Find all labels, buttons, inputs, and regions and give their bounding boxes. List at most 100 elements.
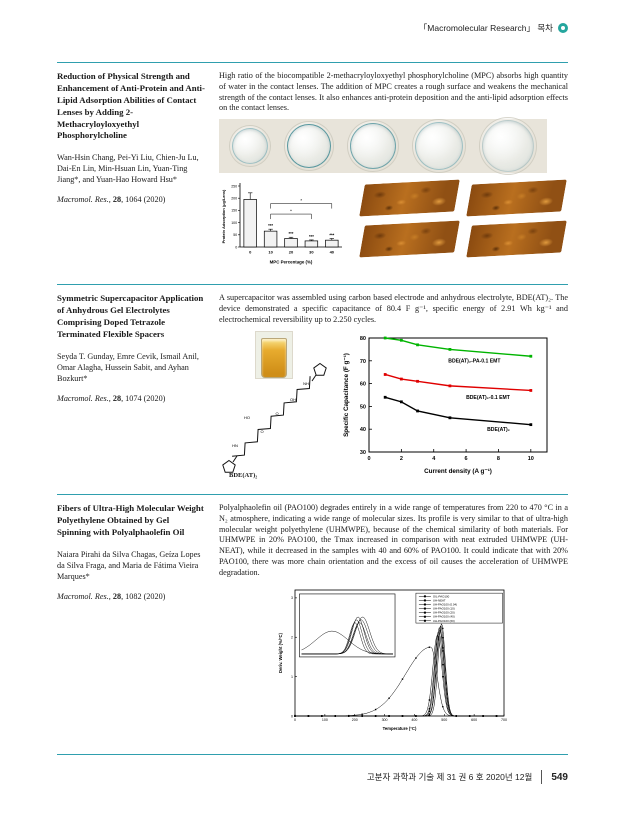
ring-icon bbox=[558, 23, 568, 33]
figure-dtg: 0 100 200 300 400 500 600 700 0 1 2 3 OIL-PAO100 UH-N… bbox=[219, 584, 568, 736]
svg-text:40: 40 bbox=[330, 250, 335, 255]
svg-text:30: 30 bbox=[309, 250, 314, 255]
svg-text:400: 400 bbox=[411, 718, 417, 722]
citation-journal: Macromol. Res., bbox=[57, 393, 111, 403]
structure-label: BDE(AT)₂ bbox=[229, 472, 258, 480]
article-1-meta: Reduction of Physical Strength and Enhan… bbox=[57, 71, 219, 284]
lens-photo bbox=[229, 126, 270, 167]
citation-pages: , 1074 (2020) bbox=[121, 393, 166, 403]
article-1-body: High ratio of the biocompatible 2-methac… bbox=[219, 71, 568, 284]
svg-text:Temperature (°C): Temperature (°C) bbox=[383, 726, 417, 731]
page-number: 549 bbox=[551, 771, 568, 783]
svg-text:0: 0 bbox=[235, 246, 237, 250]
svg-text:0: 0 bbox=[294, 718, 296, 722]
page-footer: 고분자 과학과 기술 제 31 권 6 호 2020년 12월 549 bbox=[57, 755, 568, 784]
svg-text:600: 600 bbox=[471, 718, 477, 722]
svg-text:500: 500 bbox=[441, 718, 447, 722]
article-entry-1: Reduction of Physical Strength and Enhan… bbox=[57, 62, 568, 284]
svg-text:UH-PAO100 (20): UH-PAO100 (20) bbox=[433, 610, 455, 614]
svg-text:1: 1 bbox=[291, 675, 293, 679]
afm-surface-image bbox=[466, 220, 567, 258]
svg-text:Protein Adsorption (μg/Lens): Protein Adsorption (μg/Lens) bbox=[221, 189, 226, 243]
lens-photo bbox=[347, 121, 398, 172]
svg-text:100: 100 bbox=[231, 221, 237, 225]
contact-lens bbox=[286, 124, 331, 169]
contact-lens bbox=[349, 123, 396, 170]
svg-text:BDE(AT)₂-0.1 EMT: BDE(AT)₂-0.1 EMT bbox=[466, 395, 511, 401]
svg-text:*: * bbox=[300, 198, 302, 203]
contact-lens bbox=[482, 120, 535, 173]
svg-text:8: 8 bbox=[497, 456, 500, 462]
svg-text:Current density (A g⁻¹): Current density (A g⁻¹) bbox=[424, 468, 492, 475]
article-citation: Macromol. Res., 28, 1074 (2020) bbox=[57, 394, 205, 403]
svg-text:3: 3 bbox=[291, 596, 293, 600]
svg-text:6: 6 bbox=[465, 456, 468, 462]
bottom-divider bbox=[57, 754, 568, 755]
svg-text:Specific Capacitance (F g⁻¹): Specific Capacitance (F g⁻¹) bbox=[343, 354, 350, 438]
svg-text:***: *** bbox=[289, 232, 294, 237]
article-3-meta: Fibers of Ultra-High Molecular Weight Po… bbox=[57, 503, 219, 754]
svg-text:OH: OH bbox=[290, 397, 296, 402]
protein-adsorption-bar-chart: 0 50 100 150 200 250 0 *** 10 *** 20 *** 30 *** 40 * * MP… bbox=[221, 183, 342, 265]
svg-text:O: O bbox=[275, 411, 278, 416]
svg-text:200: 200 bbox=[352, 718, 358, 722]
svg-text:2: 2 bbox=[400, 456, 403, 462]
svg-text:UH-PAO100 (10): UH-PAO100 (10) bbox=[433, 606, 455, 610]
article-title: Symmetric Supercapacitor Application of … bbox=[57, 293, 204, 339]
svg-text:***: *** bbox=[268, 224, 273, 229]
svg-text:60: 60 bbox=[360, 382, 366, 388]
svg-text:200: 200 bbox=[231, 197, 237, 201]
electrolyte-structure-panel: HO O OH O HN NH BDE(AT)₂ bbox=[219, 331, 339, 481]
specific-capacitance-line-chart: 0 2 4 6 8 10 30 40 50 60 70 80 BDE(AT)₂-PA-0.1 EMT BD… bbox=[343, 336, 548, 475]
contact-lens bbox=[231, 128, 268, 165]
chemical-structure-drawing: HO O OH O HN NH bbox=[222, 363, 327, 474]
article-citation: Macromol. Res., 28, 1082 (2020) bbox=[57, 592, 205, 601]
svg-text:10: 10 bbox=[528, 456, 534, 462]
citation-pages: , 1064 (2020) bbox=[121, 195, 166, 205]
svg-text:100: 100 bbox=[322, 718, 328, 722]
article-entry-2: Symmetric Supercapacitor Application of … bbox=[57, 284, 568, 494]
svg-text:MPC Percentage (%): MPC Percentage (%) bbox=[270, 260, 313, 265]
figure-supercapacitor: HO O OH O HN NH BDE(AT)₂ 0 2 4 6 8 10 30 40 50 60 70 80 B… bbox=[219, 331, 568, 481]
lens-photo bbox=[413, 120, 466, 173]
svg-text:***: *** bbox=[309, 234, 314, 239]
svg-text:700: 700 bbox=[501, 718, 507, 722]
svg-text:BDE(AT)₂-PA-0.1 EMT: BDE(AT)₂-PA-0.1 EMT bbox=[448, 359, 501, 365]
svg-text:250: 250 bbox=[231, 185, 237, 189]
afm-surface-image bbox=[359, 179, 460, 217]
article-2-body: A supercapacitor was assembled using car… bbox=[219, 293, 568, 494]
svg-text:UH-PAO100 (60): UH-PAO100 (60) bbox=[433, 619, 455, 623]
svg-text:0: 0 bbox=[291, 714, 293, 718]
svg-text:150: 150 bbox=[231, 209, 237, 213]
article-title: Fibers of Ultra-High Molecular Weight Po… bbox=[57, 503, 204, 537]
svg-text:80: 80 bbox=[360, 336, 366, 342]
svg-text:10: 10 bbox=[268, 250, 273, 255]
svg-text:HN: HN bbox=[232, 443, 238, 448]
journal-toc-title: 「Macromolecular Research」 목차 bbox=[418, 23, 553, 33]
issue-info: 고분자 과학과 기술 제 31 권 6 호 2020년 12월 bbox=[366, 772, 533, 782]
figure-1-lower-row: 0 50 100 150 200 250 0 *** 10 *** 20 *** 30 *** 40 * * MP… bbox=[219, 176, 568, 266]
afm-surface-image bbox=[359, 220, 460, 258]
article-citation: Macromol. Res., 28, 1064 (2020) bbox=[57, 195, 205, 204]
svg-text:50: 50 bbox=[360, 405, 366, 411]
article-abstract: Polyalphaolefin oil (PAO100) degrades en… bbox=[219, 503, 568, 577]
svg-text:Deriv. Weight (%/°C): Deriv. Weight (%/°C) bbox=[278, 632, 283, 673]
dtg-thermogram-chart: 0 100 200 300 400 500 600 700 0 1 2 3 OIL-PAO100UH-N… bbox=[278, 589, 507, 731]
lens-photo-strip bbox=[219, 118, 547, 175]
citation-volume: 28 bbox=[112, 393, 122, 403]
svg-text:30: 30 bbox=[360, 450, 366, 456]
afm-image-grid bbox=[358, 176, 568, 266]
citation-volume: 28 bbox=[112, 591, 122, 601]
citation-volume: 28 bbox=[112, 195, 122, 205]
lens-photo bbox=[284, 122, 333, 171]
svg-text:300: 300 bbox=[382, 718, 388, 722]
electrolyte-vial-photo bbox=[255, 331, 293, 380]
citation-pages: , 1082 (2020) bbox=[121, 591, 166, 601]
svg-text:***: *** bbox=[329, 233, 334, 238]
article-authors: Seyda T. Gunday, Emre Cevik, Ismail Anil… bbox=[57, 351, 199, 383]
svg-text:*: * bbox=[290, 209, 292, 214]
svg-text:50: 50 bbox=[233, 233, 237, 237]
svg-text:2: 2 bbox=[291, 635, 293, 639]
svg-text:4: 4 bbox=[432, 456, 436, 462]
contact-lens bbox=[415, 122, 464, 171]
